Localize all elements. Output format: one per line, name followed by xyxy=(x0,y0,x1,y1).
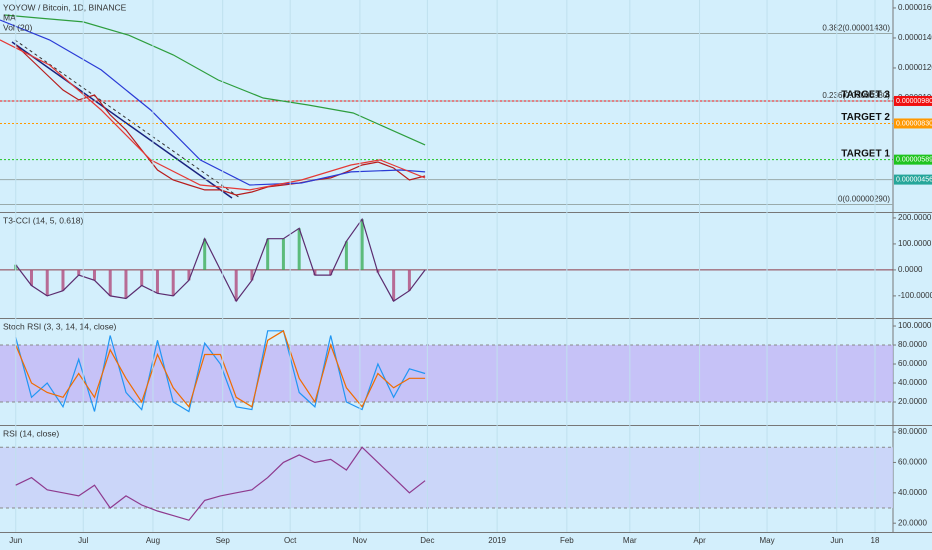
y-tick-label: 0.00001400 xyxy=(898,33,932,42)
histogram-bar xyxy=(297,228,301,270)
x-tick-label: Jun xyxy=(830,536,843,545)
series-line xyxy=(0,39,426,191)
x-tick-label: May xyxy=(759,536,774,545)
target-value: 0.00000830 xyxy=(896,120,932,127)
band xyxy=(0,447,893,509)
x-tick-label: Apr xyxy=(693,536,706,545)
x-tick-label: Jun xyxy=(9,536,22,545)
indicator-label: MA xyxy=(3,12,16,22)
y-tick-label: 20.0000 xyxy=(898,397,927,406)
histogram-bar xyxy=(281,238,285,270)
histogram-bar xyxy=(203,238,207,270)
series-line xyxy=(15,446,426,521)
series-line xyxy=(0,19,426,186)
panel-title: YOYOW / Bitcoin, 1D, BINANCE xyxy=(3,2,127,12)
histogram-bar xyxy=(108,269,112,296)
histogram-bar xyxy=(344,241,348,270)
series-line xyxy=(15,217,426,303)
y-tick-label: 0.0000 xyxy=(898,265,923,274)
target-label: TARGET 1 xyxy=(841,148,890,159)
y-tick-label: 40.0000 xyxy=(898,488,927,497)
histogram-bar xyxy=(155,269,159,294)
target-tag xyxy=(894,118,932,129)
histogram-bar xyxy=(92,269,96,281)
histogram-bar xyxy=(77,269,81,276)
y-tick-label: 80.0000 xyxy=(898,427,927,436)
panel-title: T3-CCI (14, 5, 0.618) xyxy=(3,215,83,225)
target-tag xyxy=(894,154,932,165)
x-tick-label: Mar xyxy=(623,536,637,545)
x-tick-label: Jul xyxy=(78,536,88,545)
fib-label: 0.236(0.00000980) xyxy=(822,91,890,100)
series-line xyxy=(15,329,426,409)
series-line xyxy=(15,330,426,413)
y-tick-label: 0.00001600 xyxy=(898,3,932,12)
target-value: 0.00000980 xyxy=(896,98,932,105)
y-tick-label: 80.0000 xyxy=(898,340,927,349)
last-price-value: 0.00000456 xyxy=(896,176,932,183)
indicator-label: Vol (20) xyxy=(3,22,32,32)
x-tick-label: Dec xyxy=(420,536,434,545)
series-line xyxy=(4,14,426,146)
y-tick-label: 0.00001200 xyxy=(898,63,932,72)
band xyxy=(0,345,893,403)
y-tick-label: 60.0000 xyxy=(898,359,927,368)
histogram-bar xyxy=(360,219,364,270)
histogram-bar xyxy=(234,269,238,302)
histogram-bar xyxy=(61,269,65,291)
target-label: TARGET 2 xyxy=(841,112,890,123)
histogram-bar xyxy=(313,269,317,276)
y-tick-label: 100.0000 xyxy=(898,239,932,248)
histogram-bar xyxy=(124,269,128,299)
histogram-bar xyxy=(266,238,270,270)
fib-label: 0(0.00000290) xyxy=(838,195,890,204)
trend-line xyxy=(14,39,241,199)
y-tick-label: 60.0000 xyxy=(898,458,927,467)
x-tick-label: Sep xyxy=(216,536,231,545)
last-price-tag xyxy=(894,174,932,185)
histogram-bar xyxy=(171,269,175,296)
histogram-bar xyxy=(187,269,191,281)
histogram-bar xyxy=(250,269,254,281)
x-tick-label: 2019 xyxy=(488,536,506,545)
y-tick-label: 100.0000 xyxy=(898,321,932,330)
y-tick-label: 40.0000 xyxy=(898,378,927,387)
series-line xyxy=(15,44,426,196)
y-tick-label: -100.0000 xyxy=(898,291,932,300)
target-value: 0.00000589 xyxy=(896,156,932,163)
target-label: TARGET 3 xyxy=(841,90,890,101)
panel-title: Stoch RSI (3, 3, 14, 14, close) xyxy=(3,321,117,331)
histogram-bar xyxy=(392,269,396,302)
y-tick-label: 20.0000 xyxy=(898,518,927,527)
histogram-bar xyxy=(45,269,49,296)
fib-label: 0.382(0.00001430) xyxy=(822,24,890,33)
trend-line xyxy=(11,41,233,199)
histogram-bar xyxy=(29,269,33,286)
x-tick-label: Nov xyxy=(353,536,367,545)
x-tick-label: 18 xyxy=(871,536,880,545)
histogram-bar xyxy=(140,269,144,286)
panel-title: RSI (14, close) xyxy=(3,428,59,438)
histogram-bar xyxy=(329,269,333,276)
x-tick-label: Feb xyxy=(560,536,574,545)
y-tick-label: 200.0000 xyxy=(898,213,932,222)
x-tick-label: Oct xyxy=(284,536,297,545)
histogram-bar xyxy=(407,269,411,291)
target-tag xyxy=(894,95,932,106)
x-tick-label: Aug xyxy=(146,536,160,545)
